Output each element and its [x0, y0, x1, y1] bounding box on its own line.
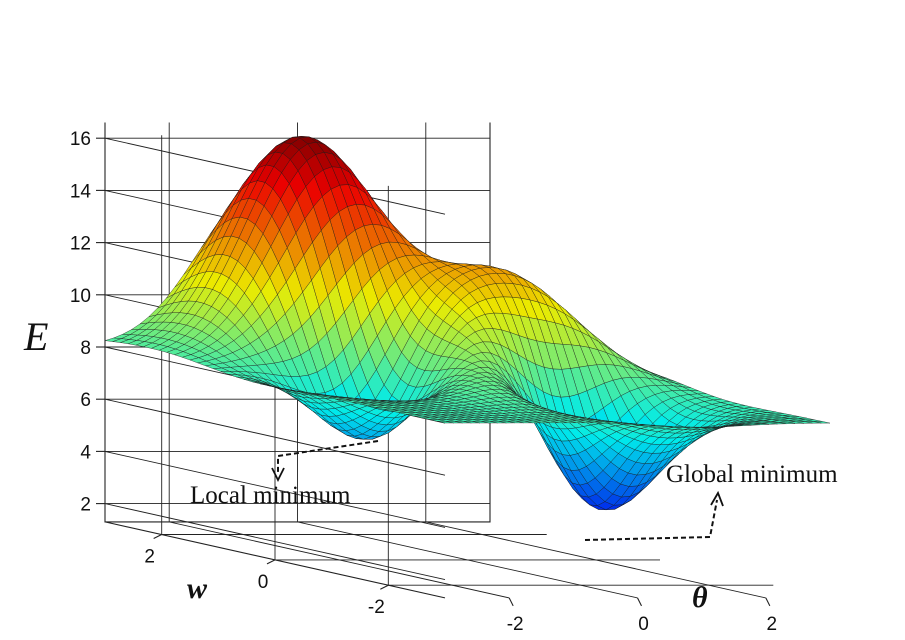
z-axis-label: E	[23, 314, 48, 359]
theta-tick-label: 0	[638, 614, 649, 635]
global-minimum-arrow	[584, 499, 718, 541]
theta-tick-label: 2	[767, 614, 778, 635]
z-tick-label: 14	[70, 181, 92, 202]
z-tick-label: 6	[80, 390, 91, 411]
z-ticks: 2 4 6 8 10 12 14 16	[70, 129, 105, 516]
z-tick-label: 16	[70, 129, 91, 150]
z-tick-label: 10	[70, 286, 91, 307]
w-gridline	[161, 135, 547, 535]
w-ticks: 2 0 -2	[144, 534, 389, 618]
local-minimum-annotation: Local minimum	[190, 440, 379, 509]
w-tick-mark	[380, 584, 389, 590]
theta-ticks: -2 0 2	[507, 597, 778, 635]
z-tick-label: 8	[80, 338, 91, 359]
theta-tick-mark	[637, 597, 642, 607]
global-minimum-arrowhead	[710, 490, 724, 507]
x-axis-label-w: w	[187, 572, 208, 605]
z-tick-label: 4	[80, 442, 91, 463]
w-tick-label: 0	[258, 572, 269, 593]
theta-tick-mark	[765, 597, 771, 607]
w-tick-label: 2	[144, 547, 155, 568]
z-tick-label: 12	[70, 234, 91, 255]
global-minimum-label: Global minimum	[666, 461, 838, 488]
z-tick-label: 2	[80, 495, 91, 516]
local-minimum-arrowhead	[271, 467, 285, 483]
theta-tick-label: -2	[507, 614, 524, 635]
global-minimum-annotation: Global minimum	[584, 461, 838, 541]
w-tick-label: -2	[368, 597, 385, 618]
local-minimum-label: Local minimum	[190, 482, 351, 509]
w-tick-mark	[266, 559, 276, 565]
surface	[104, 136, 831, 511]
surface-patch	[629, 423, 647, 426]
y-axis-label-theta: θ	[692, 581, 708, 614]
theta-gridline	[168, 122, 510, 599]
local-minimum-arrow	[277, 440, 379, 474]
w-tick-mark	[153, 534, 162, 540]
theta-tick-mark	[508, 597, 514, 607]
